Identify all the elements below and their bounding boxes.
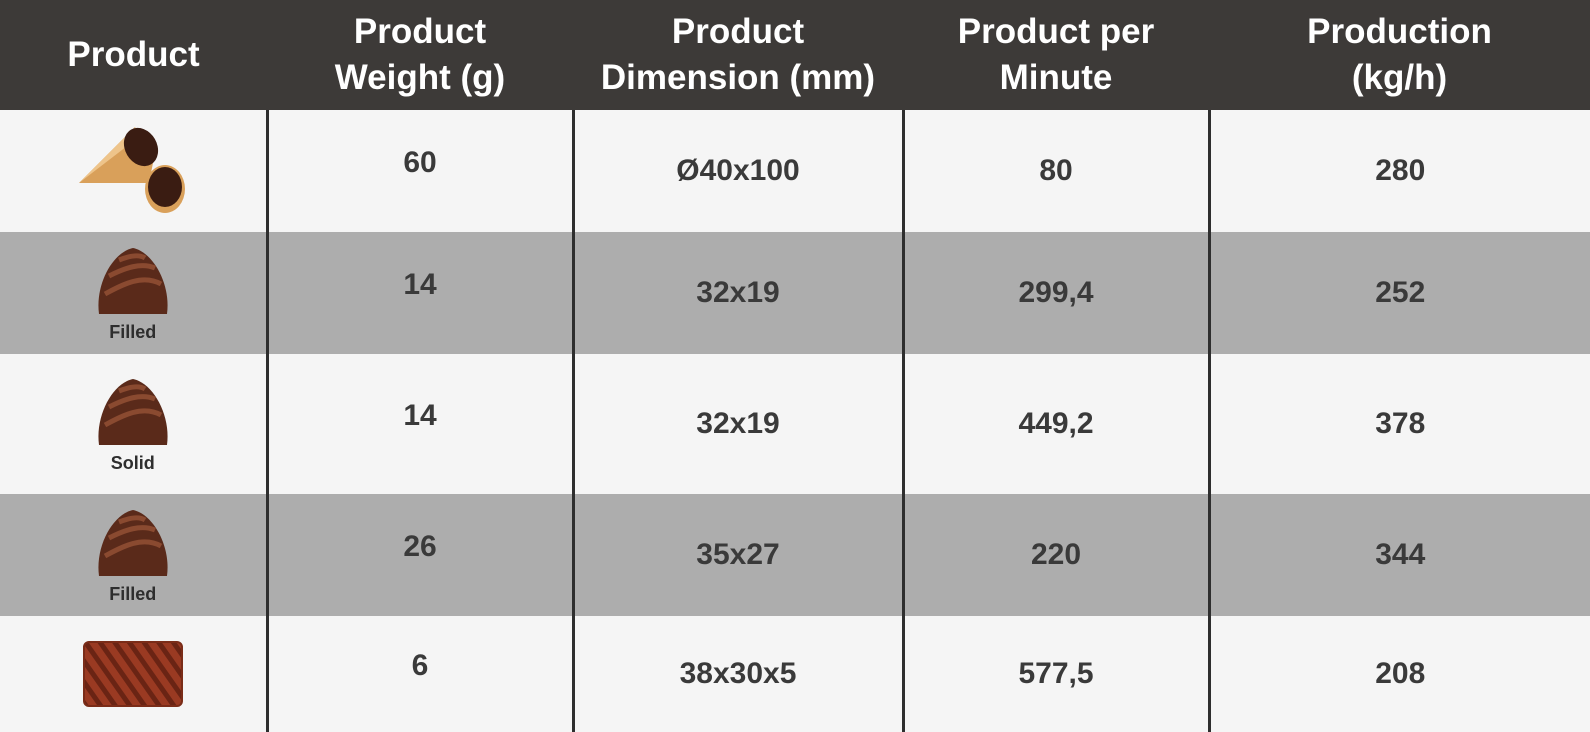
header-cell: Product Dimension (mm) (573, 0, 903, 110)
dimension-cell: 38x30x5 (571, 616, 903, 732)
per-minute-cell: 299,4 (901, 232, 1209, 354)
product-cell (0, 110, 267, 232)
product-cell (0, 616, 267, 732)
row: Solid 14 32x19 449,2 378 (0, 354, 1590, 494)
weight: 26 (403, 530, 437, 563)
praline-icon (98, 509, 168, 576)
per-minute-cell: 449,2 (901, 354, 1209, 494)
weight: 6 (411, 649, 429, 682)
production-cell: 252 (1207, 232, 1590, 354)
dimension-cell: 32x19 (571, 232, 903, 354)
production-cell: 208 (1207, 616, 1590, 732)
weight-cell: 14 (265, 354, 573, 494)
bar-icon (82, 641, 183, 707)
weight: 60 (403, 146, 437, 179)
per-minute-cell: 577,5 (901, 616, 1209, 732)
header-cell: Production (kg/h) (1209, 0, 1590, 110)
caption: Filled (109, 583, 157, 604)
cone-icon (78, 127, 185, 213)
row: Filled 14 32x19 299,4 252 (0, 232, 1590, 354)
product-cell: Filled (0, 232, 267, 354)
header-cell: Product per Minute (903, 0, 1209, 110)
dimension-cell: 32x19 (571, 354, 903, 494)
production-cell: 344 (1207, 494, 1590, 616)
weight-cell: 6 (265, 616, 573, 732)
production-cell: 378 (1207, 354, 1590, 494)
production-cell: 280 (1207, 110, 1590, 232)
per-minute-cell: 220 (901, 494, 1209, 616)
row: 6 38x30x5 577,5 208 (0, 616, 1590, 732)
dimension-cell: 35x27 (571, 494, 903, 616)
praline-icon (98, 247, 168, 314)
weight: 14 (403, 399, 437, 432)
product-cell: Filled (0, 494, 267, 616)
product-cell: Solid (0, 354, 267, 494)
row: 60 Ø40x100 80 280 (0, 110, 1590, 232)
caption: Filled (109, 321, 157, 342)
weight-cell: 26 (265, 494, 573, 616)
weight-cell: 14 (265, 232, 573, 354)
header-row: Product Product Weight (g) Product Dimen… (0, 0, 1590, 110)
per-minute-cell: 80 (901, 110, 1209, 232)
header-cell: Product Weight (g) (267, 0, 573, 110)
weight: 14 (403, 268, 437, 301)
header-cell: Product (0, 0, 267, 110)
weight-cell: 60 (265, 110, 573, 232)
caption: Solid (110, 452, 155, 473)
row: Filled 26 35x27 220 344 (0, 494, 1590, 616)
praline-icon (98, 378, 168, 445)
dimension-cell: Ø40x100 (571, 110, 903, 232)
